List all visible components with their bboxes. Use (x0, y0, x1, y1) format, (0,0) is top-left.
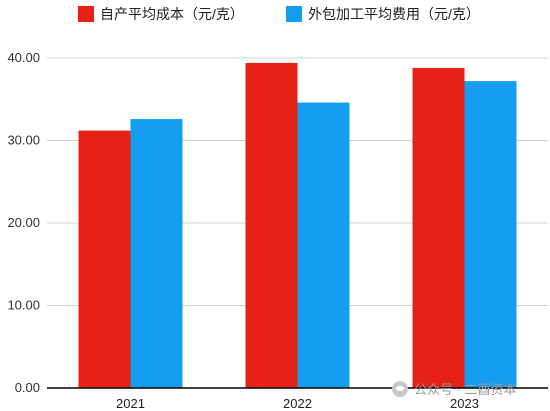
y-tick-label: 40.00 (7, 50, 40, 65)
legend-item-outsource-fee: 外包加工平均费用（元/克） (286, 4, 480, 24)
bar-2021-self-cost (78, 130, 131, 388)
bar-2022-self-cost (245, 62, 298, 388)
bar-2023-outsource-fee (464, 81, 517, 388)
y-tick-label: 20.00 (7, 215, 40, 230)
legend-label-outsource-fee: 外包加工平均费用（元/克） (308, 6, 480, 22)
bar-2021-outsource-fee (130, 119, 183, 389)
x-tick-label: 2021 (116, 396, 145, 411)
x-tick-label: 2022 (283, 396, 312, 411)
legend-label-self-cost: 自产平均成本（元/克） (100, 6, 244, 22)
y-tick-label: 0.00 (15, 380, 40, 395)
y-tick-label: 10.00 (7, 298, 40, 313)
chart-legend: 自产平均成本（元/克） 外包加工平均费用（元/克） (0, 2, 550, 24)
legend-item-self-cost: 自产平均成本（元/克） (78, 4, 244, 24)
legend-swatch-outsource-fee (286, 6, 302, 22)
legend-swatch-self-cost (78, 6, 94, 22)
bar-2023-self-cost (412, 67, 465, 389)
watermark: 公众号 · 二酉资本 (392, 379, 517, 398)
x-tick-label: 2023 (450, 396, 479, 411)
bar-2022-outsource-fee (297, 102, 350, 389)
wechat-icon (392, 380, 408, 397)
y-tick-label: 30.00 (7, 133, 40, 148)
watermark-label: 公众号 · 二酉资本 (414, 382, 517, 397)
